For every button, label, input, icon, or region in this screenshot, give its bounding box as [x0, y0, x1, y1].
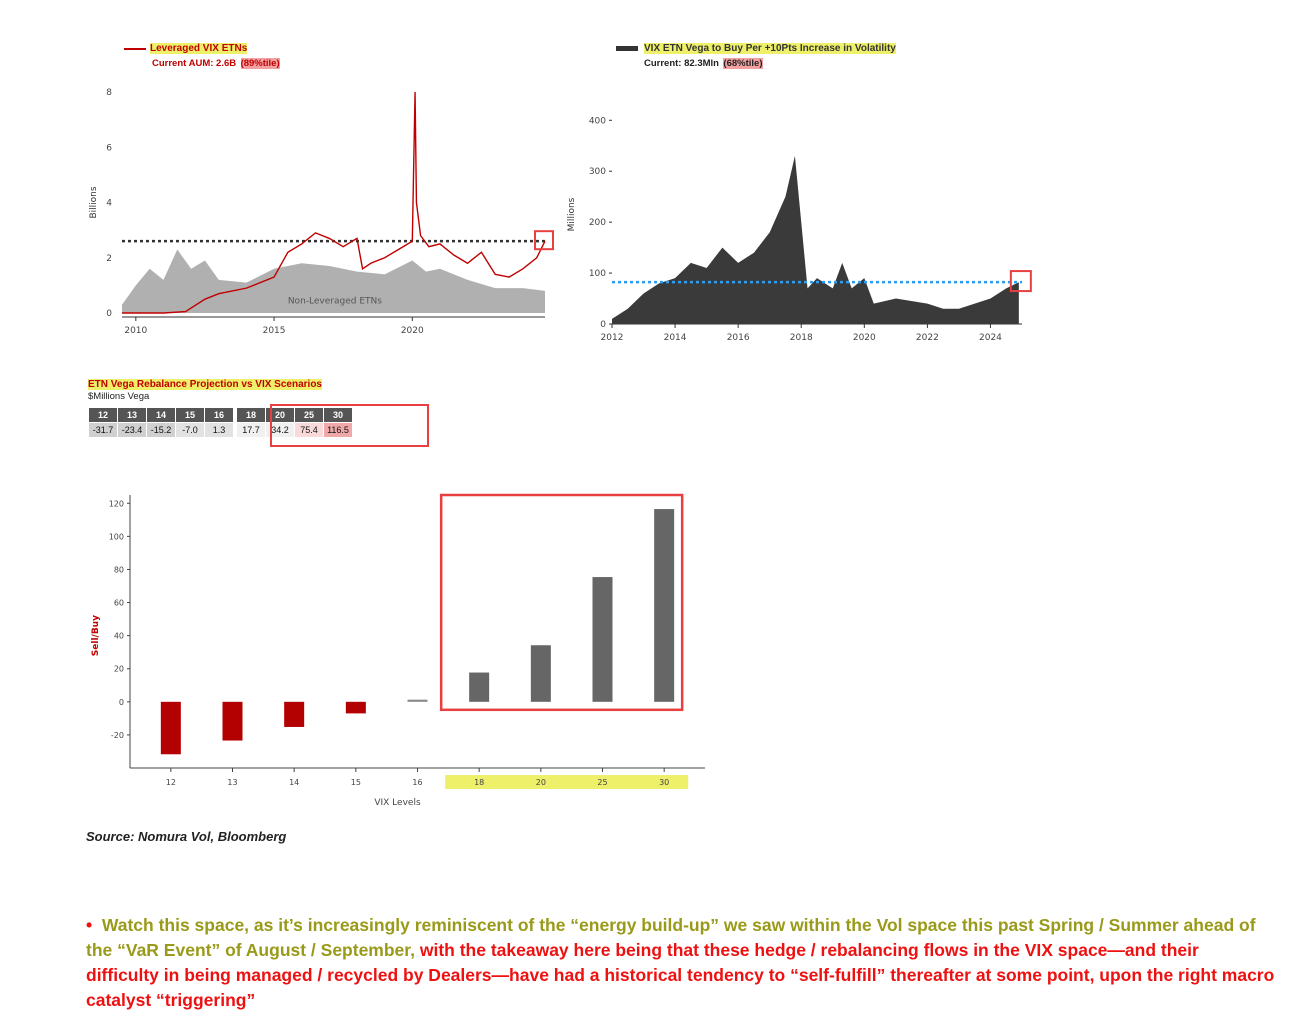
vega-table-header: 12 13 14 15 16 18 20 25 30	[88, 407, 353, 423]
vega-table-value-cell: -7.0	[175, 422, 205, 438]
chart4-ytick: 20	[114, 665, 124, 674]
vega-table: 12 13 14 15 16 18 20 25 30 -31.7 -23.4 -15.2 -7.0 1.…	[88, 407, 353, 438]
chart4-xtick: 14	[289, 778, 299, 787]
vega-table-value-cell: -15.2	[146, 422, 176, 438]
chart1-current-box	[534, 230, 554, 251]
chart2-subtitle: Current: 82.3Mln	[644, 58, 719, 69]
chart4-xtick: 30	[659, 778, 669, 787]
vega-table-header-cell: 14	[146, 407, 176, 423]
chart4-bar	[530, 645, 551, 702]
chart1-xtick: 2015	[263, 326, 286, 336]
vega-table-header-cell: 20	[265, 407, 295, 423]
chart4-xtick: 16	[412, 778, 422, 787]
chart2-ytick: 200	[589, 218, 606, 228]
chart4-ytick: 0	[119, 698, 124, 707]
vega-table-value-cell: -23.4	[117, 422, 147, 438]
chart4-bar	[160, 701, 181, 755]
chart4-xtick: 18	[474, 778, 484, 787]
chart2-xtick: 2020	[853, 333, 876, 343]
chart2-xtick: 2018	[790, 333, 813, 343]
chart4-bar	[592, 577, 613, 702]
chart4-ytick: 100	[109, 532, 124, 541]
chart4-xtick: 15	[351, 778, 361, 787]
chart4-xtick-highlight	[445, 775, 689, 789]
chart4-vix-scenario-bars: 120 100 80 60 40 20 0 -20 Sell/Buy 12 13 14 15 16 18 20…	[91, 493, 705, 808]
source-note: Source: Nomura Vol, Bloomberg	[86, 829, 287, 844]
chart1-ylabel: Billions	[89, 186, 99, 218]
chart4-xtick: 25	[597, 778, 607, 787]
vega-table-value-cell: 17.7	[233, 422, 266, 438]
vega-table-value-cell: 34.2	[265, 422, 295, 438]
chart2-legend-swatch	[616, 46, 638, 51]
chart2-ytick: 400	[589, 116, 606, 126]
chart2-xtick: 2024	[979, 333, 1002, 343]
chart4-bar	[284, 701, 305, 727]
chart2-xtick: 2012	[601, 333, 624, 343]
chart4-ytick: 80	[114, 565, 124, 574]
chart2-ytick: 100	[589, 269, 606, 279]
chart4-xtick: 13	[227, 778, 237, 787]
chart1-percentile: (89%tile)	[240, 58, 280, 69]
chart1-ytick: 8	[106, 88, 112, 98]
chart2-percentile: (68%tile)	[723, 58, 763, 69]
chart1-ytick: 6	[106, 143, 112, 153]
chart4-bar	[469, 672, 490, 702]
table-title-wrap: ETN Vega Rebalance Projection vs VIX Sce…	[88, 374, 322, 392]
chart1-title: Leveraged VIX ETNs	[150, 43, 248, 54]
table-unit: $Millions Vega	[88, 391, 150, 402]
vega-table-header-cell: 12	[88, 407, 118, 423]
chart4-xlabel: VIX Levels	[374, 798, 421, 808]
table-title: ETN Vega Rebalance Projection vs VIX Sce…	[88, 379, 322, 390]
chart2-vega-area	[612, 155, 1019, 324]
vega-table-header-cell: 15	[175, 407, 205, 423]
chart4-ylabel: Sell/Buy	[91, 615, 101, 656]
chart1-xtick: 2010	[124, 326, 147, 336]
chart4-bar	[345, 701, 366, 714]
bullet-glyph: •	[86, 915, 93, 935]
vega-table-header-cell: 16	[204, 407, 236, 423]
chart4-bar	[407, 699, 428, 702]
chart4-xtick: 20	[536, 778, 546, 787]
chart2-title: VIX ETN Vega to Buy Per +10Pts Increase …	[644, 43, 896, 54]
chart1-xtick: 2020	[401, 326, 424, 336]
vega-table-wrap: 12 13 14 15 16 18 20 25 30 -31.7 -23.4 -15.2 -7.0 1.…	[88, 407, 353, 438]
chart4-xtick: 12	[166, 778, 176, 787]
chart1-legend-line	[124, 48, 146, 50]
vega-table-header-cell: 18	[233, 407, 266, 423]
commentary-part2: with the takeaway here being that these …	[86, 940, 1275, 1010]
chart1-subtitle: Current AUM: 2.6B	[152, 58, 237, 69]
chart1-leveraged-etns: 0 2 4 6 8 Billions 2010 2015 2020 Non-Leveraged E…	[89, 88, 554, 336]
vega-table-values: -31.7 -23.4 -15.2 -7.0 1.3 17.7 34.2 75.4 116.5	[88, 422, 353, 438]
table-highlight-box	[270, 404, 429, 447]
chart2-ytick: 300	[589, 167, 606, 177]
chart2-xtick: 2016	[727, 333, 750, 343]
chart1-leveraged-line	[122, 91, 546, 314]
chart2-ytick: 0	[600, 320, 606, 330]
chart2-xtick: 2022	[916, 333, 939, 343]
chart4-bar	[222, 701, 243, 741]
chart4-bar	[654, 509, 675, 702]
vega-table-value-cell: 116.5	[323, 422, 353, 438]
commentary-part1: Watch this space, as it’s increasingly r…	[86, 915, 1256, 960]
chart2-ylabel: Millions	[567, 197, 577, 231]
chart2-vega-to-buy: 0 100 200 300 400 Millions 2012 2014 2016 2018 202…	[567, 116, 1032, 343]
chart4-ytick: 40	[114, 632, 124, 641]
commentary: • Watch this space, as it’s increasingly…	[86, 913, 1276, 1013]
chart1-ytick: 4	[106, 199, 112, 209]
vega-table-value-cell: -31.7	[88, 422, 118, 438]
chart1-non-leveraged-area	[122, 249, 545, 313]
chart4-highlight-box	[439, 493, 684, 712]
chart1-ytick: 0	[106, 309, 112, 319]
chart1-ytick: 2	[106, 254, 112, 264]
chart2-xtick: 2014	[664, 333, 687, 343]
vega-table-value-cell: 1.3	[204, 422, 236, 438]
chart2-current-box	[1009, 270, 1032, 293]
vega-table-header-cell: 13	[117, 407, 147, 423]
chart1-area-label: Non-Leveraged ETNs	[288, 296, 382, 306]
chart4-ytick: 120	[109, 499, 124, 508]
chart4-ytick: 60	[114, 599, 124, 608]
chart4-ytick: -20	[111, 731, 124, 740]
